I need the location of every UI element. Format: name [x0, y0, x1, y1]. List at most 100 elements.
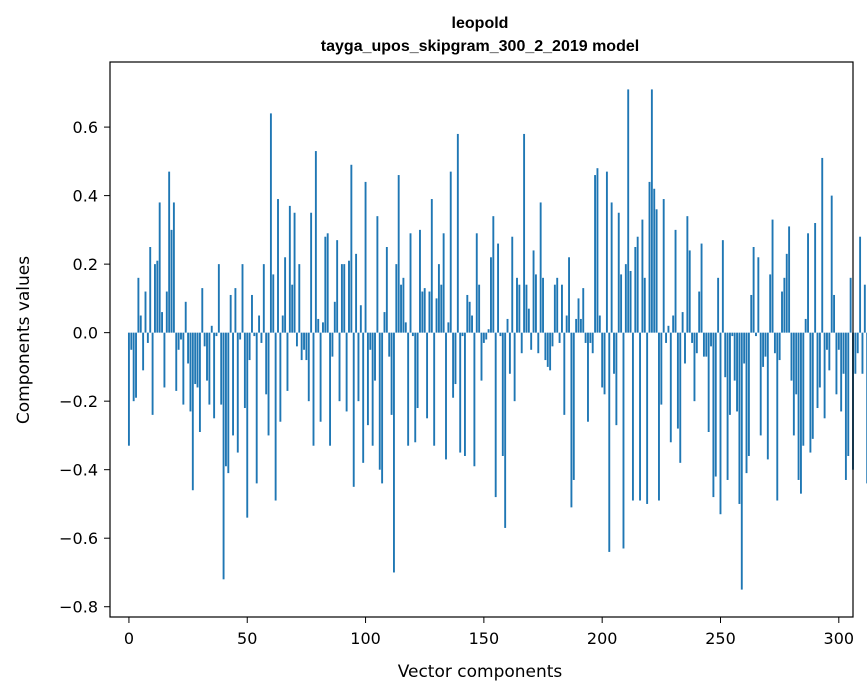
bar-159 — [504, 332, 507, 528]
bar-93 — [348, 260, 350, 333]
bar-233 — [679, 332, 682, 463]
bar-152 — [487, 329, 490, 333]
bar-217 — [641, 219, 644, 333]
bar-246 — [710, 332, 712, 347]
bar-145 — [471, 315, 473, 333]
bar-149 — [480, 332, 483, 381]
bar-137 — [452, 332, 455, 398]
x-tick-label: 200 — [587, 629, 618, 648]
bar-209 — [622, 332, 625, 549]
bar-89 — [338, 332, 341, 402]
bar-126 — [426, 332, 429, 419]
bar-153 — [490, 257, 492, 333]
x-tick-label: 100 — [350, 629, 381, 648]
bar-69 — [291, 284, 294, 333]
bar-231 — [674, 229, 677, 333]
bar-219 — [646, 332, 649, 504]
bar-195 — [589, 332, 592, 343]
bar-86 — [331, 332, 334, 357]
bar-197 — [594, 175, 597, 333]
bar-286 — [804, 318, 807, 333]
bar-304 — [847, 332, 850, 456]
bar-2 — [132, 332, 135, 402]
bar-264 — [752, 247, 755, 333]
bar-26 — [189, 332, 192, 412]
bar-63 — [277, 199, 279, 333]
bar-14 — [161, 312, 163, 333]
bar-35 — [210, 325, 213, 333]
bar-184 — [563, 332, 566, 415]
y-tick-label: 0.4 — [73, 187, 98, 206]
y-tick-label: 0.0 — [73, 324, 98, 343]
bar-285 — [802, 332, 805, 446]
bar-158 — [501, 332, 504, 456]
bar-series — [127, 89, 867, 590]
bar-198 — [596, 168, 599, 333]
bar-228 — [667, 325, 670, 333]
bar-168 — [525, 284, 528, 333]
bar-253 — [726, 332, 729, 480]
bar-77 — [310, 212, 313, 333]
bar-40 — [222, 332, 225, 580]
bar-163 — [513, 332, 516, 402]
bar-111 — [390, 332, 393, 415]
bar-72 — [298, 264, 301, 333]
bar-68 — [288, 205, 291, 333]
bar-49 — [243, 332, 246, 409]
bar-186 — [568, 257, 570, 333]
bar-161 — [508, 332, 511, 374]
bar-260 — [743, 332, 746, 364]
bar-121 — [414, 332, 417, 443]
bar-267 — [759, 332, 762, 436]
x-axis-ticks: 0 50 100 150 200 250 300 — [124, 617, 854, 648]
bar-183 — [561, 284, 563, 333]
bar-22 — [180, 332, 182, 340]
bar-96 — [355, 253, 358, 333]
bar-182 — [558, 332, 561, 343]
bar-192 — [582, 288, 585, 333]
bar-190 — [577, 298, 580, 333]
bar-91 — [343, 264, 346, 333]
bar-75 — [305, 332, 308, 361]
bar-214 — [634, 247, 637, 333]
x-tick-label: 0 — [124, 629, 134, 648]
bar-154 — [492, 216, 495, 333]
bar-82 — [322, 322, 324, 333]
bar-84 — [326, 233, 329, 333]
bar-164 — [516, 277, 518, 333]
bar-39 — [220, 332, 223, 405]
bar-88 — [336, 240, 339, 333]
bar-206 — [615, 332, 618, 426]
bar-64 — [279, 332, 282, 422]
bar-13 — [158, 202, 161, 333]
bar-180 — [553, 284, 556, 333]
bar-142 — [463, 332, 466, 456]
y-tick-label: −0.6 — [59, 529, 98, 548]
bar-268 — [762, 332, 765, 367]
bar-133 — [442, 233, 445, 333]
bar-292 — [818, 332, 821, 388]
bar-29 — [196, 332, 199, 388]
bar-6 — [142, 332, 145, 371]
bar-124 — [421, 291, 424, 333]
bar-119 — [409, 233, 412, 333]
bar-18 — [170, 229, 173, 333]
bar-256 — [733, 332, 736, 381]
bar-174 — [539, 202, 542, 333]
bar-273 — [773, 332, 776, 354]
bar-109 — [385, 247, 388, 333]
bar-54 — [255, 332, 258, 484]
x-tick-label: 50 — [237, 629, 257, 648]
bar-289 — [811, 332, 814, 439]
bar-299 — [835, 332, 838, 395]
bar-74 — [303, 332, 305, 350]
bar-117 — [404, 322, 407, 333]
bar-23 — [182, 332, 185, 405]
bar-178 — [549, 332, 552, 371]
bar-169 — [527, 308, 530, 333]
bar-16 — [165, 291, 168, 333]
bar-5 — [139, 315, 142, 333]
bar-94 — [350, 164, 353, 333]
bar-176 — [544, 332, 547, 361]
